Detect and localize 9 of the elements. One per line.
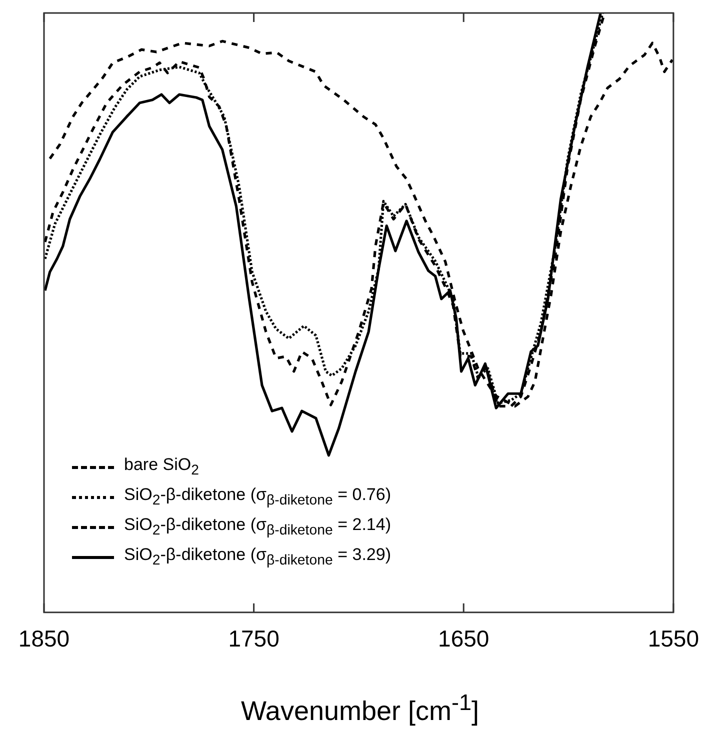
x-tick-label: 1650: [438, 626, 490, 652]
x-tick-label: 1550: [648, 626, 700, 652]
legend-label: SiO$_{2}$-β-diketone (σ$_{β-diketone}$ = 0.76): [124, 485, 391, 509]
legend-label: SiO$_{2}$-β-diketone (σ$_{β-diketone}$ = 2.14): [124, 515, 391, 539]
legend-label: SiO$_{2}$-β-diketone (σ$_{β-diketone}$ = 3.29): [124, 545, 391, 569]
x-tick-label: 1850: [18, 626, 70, 652]
x-tick-label: 1750: [228, 626, 280, 652]
x-axis-title: Wavenumber [cm$^{-1}$]: [240, 690, 480, 727]
legend-label: bare SiO$_{2}$: [124, 455, 199, 479]
